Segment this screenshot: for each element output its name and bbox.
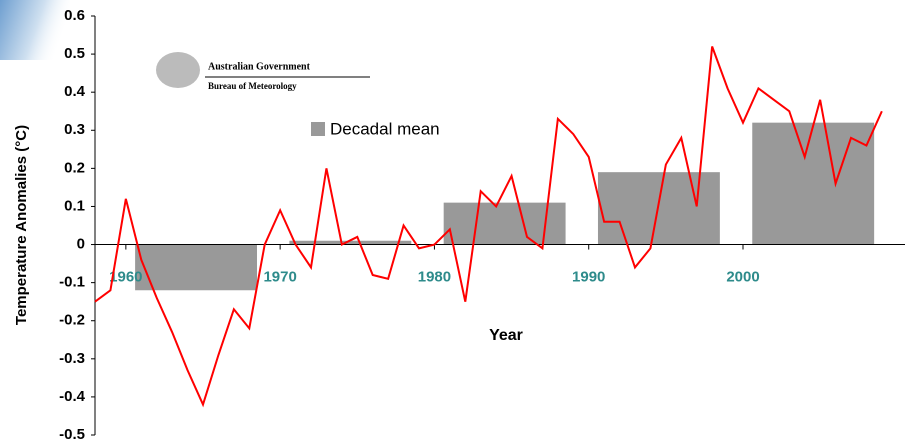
crest <box>156 52 200 88</box>
y-tick-label: 0.5 <box>64 45 85 62</box>
bar <box>135 244 257 291</box>
y-tick-label: 0.1 <box>64 197 85 214</box>
y-axis-title: Temperature Anomalies (°C) <box>13 125 30 325</box>
x-tick-label: 1960 <box>109 269 142 286</box>
x-tick-label: 1980 <box>418 269 451 286</box>
y-tick-label: 0.6 <box>64 7 85 24</box>
bar <box>289 240 412 245</box>
y-tick-label: 0.2 <box>64 159 85 176</box>
background <box>0 0 70 60</box>
x-tick-label: 1990 <box>572 269 605 286</box>
x-axis-title: Year <box>489 327 523 344</box>
line <box>94 46 883 408</box>
bar <box>597 172 720 245</box>
y-tick-label: 0.4 <box>64 83 86 100</box>
y-tick-label: -0.4 <box>59 388 86 405</box>
legend-label: Decadal mean <box>330 119 440 138</box>
legend-swatch <box>311 122 325 136</box>
logo: Australian Government Bureau of Meteorol… <box>156 52 370 91</box>
logo-text: Australian Government <box>208 61 311 72</box>
y-tick-label: 0.3 <box>64 121 85 138</box>
y-tick-label: 0 <box>77 236 85 253</box>
x-tick-label: 2000 <box>726 269 759 286</box>
y-tick-label: -0.5 <box>59 426 85 443</box>
x-tick-label: 1970 <box>263 269 296 286</box>
bar <box>752 122 875 245</box>
logo-text: Bureau of Meteorology <box>208 81 297 91</box>
y-tick-label: -0.2 <box>59 312 85 329</box>
y-tick-label: -0.1 <box>59 274 85 291</box>
y-tick-label: -0.3 <box>59 350 85 367</box>
